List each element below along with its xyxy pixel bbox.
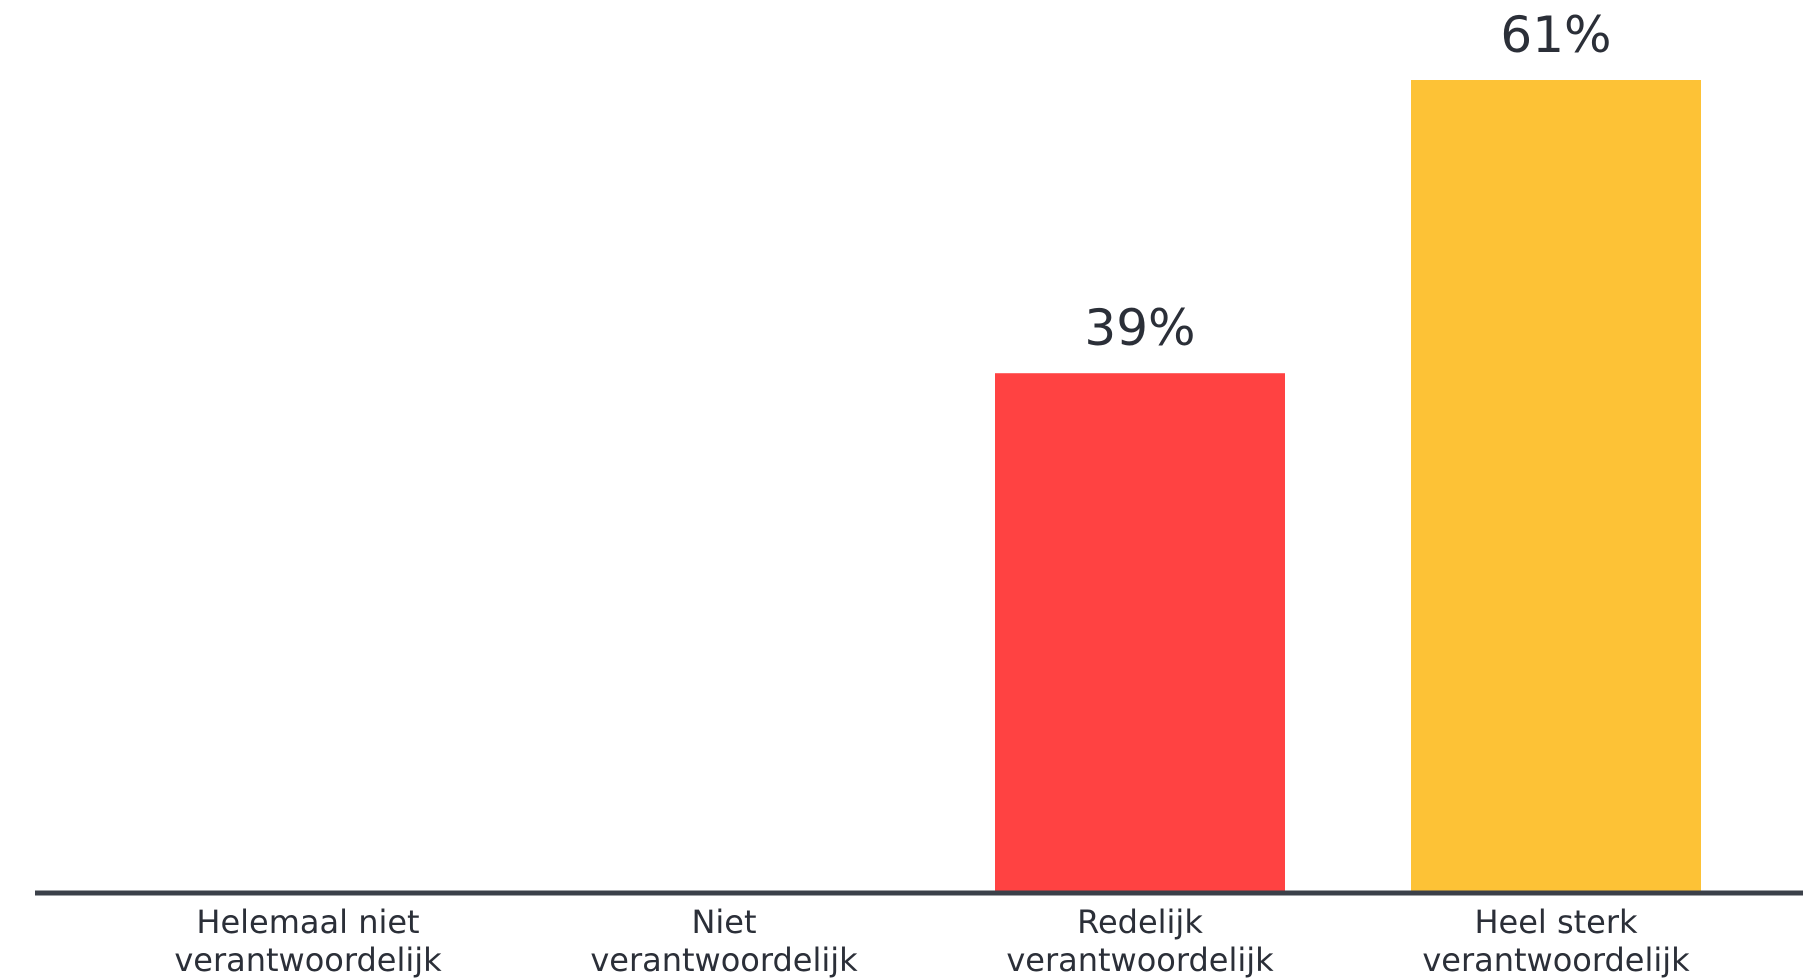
category-label-0: Helemaal niet verantwoordelijk — [174, 903, 442, 979]
bar-3 — [1411, 80, 1701, 893]
category-label-2: Redelijk verantwoordelijk — [1006, 903, 1274, 979]
category-label-line: Niet — [691, 903, 756, 941]
value-label-3: 61% — [1500, 6, 1611, 64]
category-label-1: Niet verantwoordelijk — [590, 903, 858, 979]
bars-group — [995, 80, 1701, 893]
category-label-line: verantwoordelijk — [174, 941, 442, 979]
category-label-line: verantwoordelijk — [1006, 941, 1274, 979]
category-label-line: Redelijk — [1077, 903, 1203, 941]
category-label-line: Heel sterk — [1474, 903, 1638, 941]
category-label-3: Heel sterk verantwoordelijk — [1422, 903, 1690, 979]
value-labels-group: 39% 61% — [1084, 6, 1611, 357]
value-label-2: 39% — [1084, 299, 1195, 357]
category-label-line: verantwoordelijk — [1422, 941, 1690, 979]
category-label-line: Helemaal niet — [196, 903, 419, 941]
category-label-line: verantwoordelijk — [590, 941, 858, 979]
bar-2 — [995, 373, 1285, 893]
